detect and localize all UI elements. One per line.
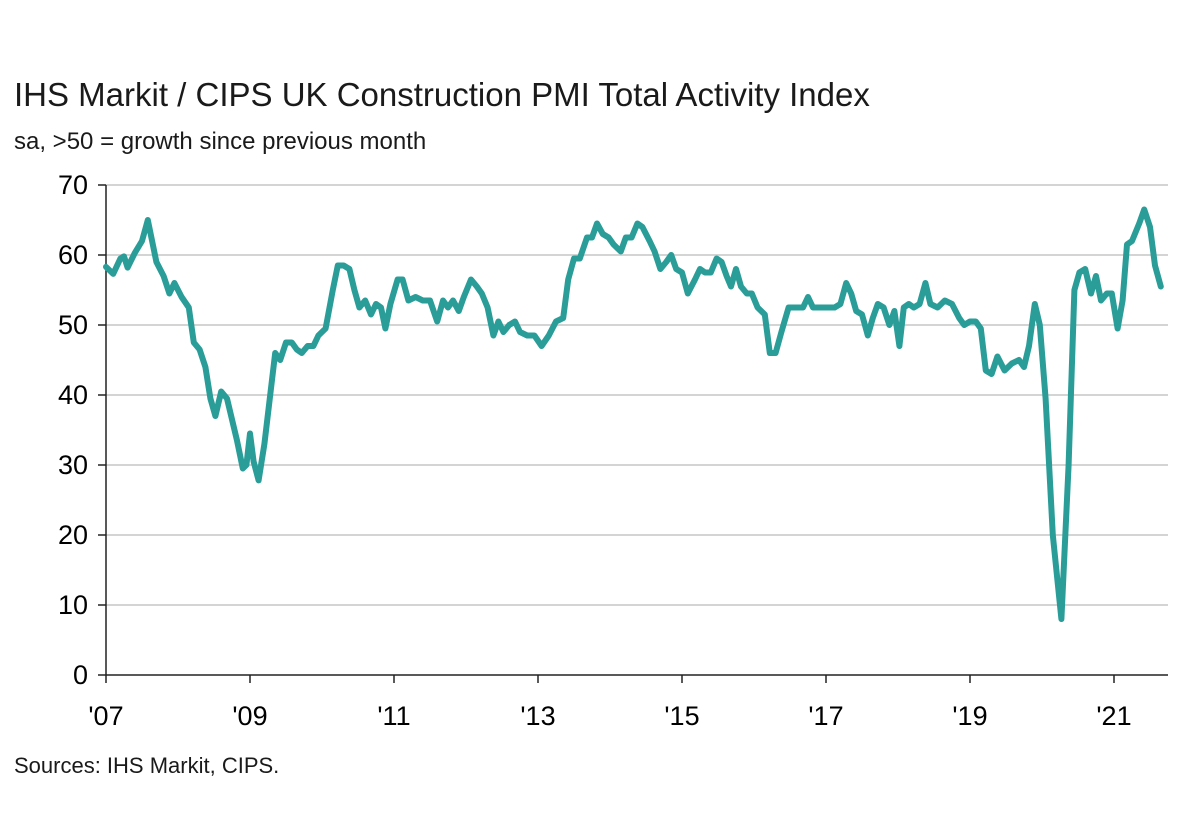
x-tick-label: '11	[377, 701, 410, 731]
y-axis-ticks: 0 10 20 30 40 50 60 70	[58, 170, 106, 690]
series-layer	[103, 206, 1164, 622]
x-axis-ticks: '07 '09 '11 '13 '15 '17 '19 '21	[88, 675, 1132, 731]
x-tick-label: '15	[664, 701, 699, 731]
x-tick-label: '19	[952, 701, 987, 731]
source-note: Sources: IHS Markit, CIPS.	[14, 753, 280, 778]
y-tick-label: 70	[58, 170, 88, 200]
x-tick-label: '07	[88, 701, 123, 731]
x-tick-label: '13	[520, 701, 555, 731]
series-line-0	[103, 206, 1164, 622]
x-tick-label: '21	[1096, 701, 1131, 731]
chart-title: IHS Markit / CIPS UK Construction PMI To…	[14, 76, 870, 113]
y-tick-label: 10	[58, 590, 88, 620]
y-tick-label: 40	[58, 380, 88, 410]
x-tick-label: '17	[808, 701, 843, 731]
y-tick-label: 0	[73, 660, 88, 690]
chart-subtitle: sa, >50 = growth since previous month	[14, 128, 427, 155]
y-tick-label: 50	[58, 310, 88, 340]
y-tick-label: 20	[58, 520, 88, 550]
x-tick-label: '09	[232, 701, 267, 731]
gridlines	[106, 184, 1168, 606]
y-tick-label: 30	[58, 450, 88, 480]
y-tick-label: 60	[58, 240, 88, 270]
